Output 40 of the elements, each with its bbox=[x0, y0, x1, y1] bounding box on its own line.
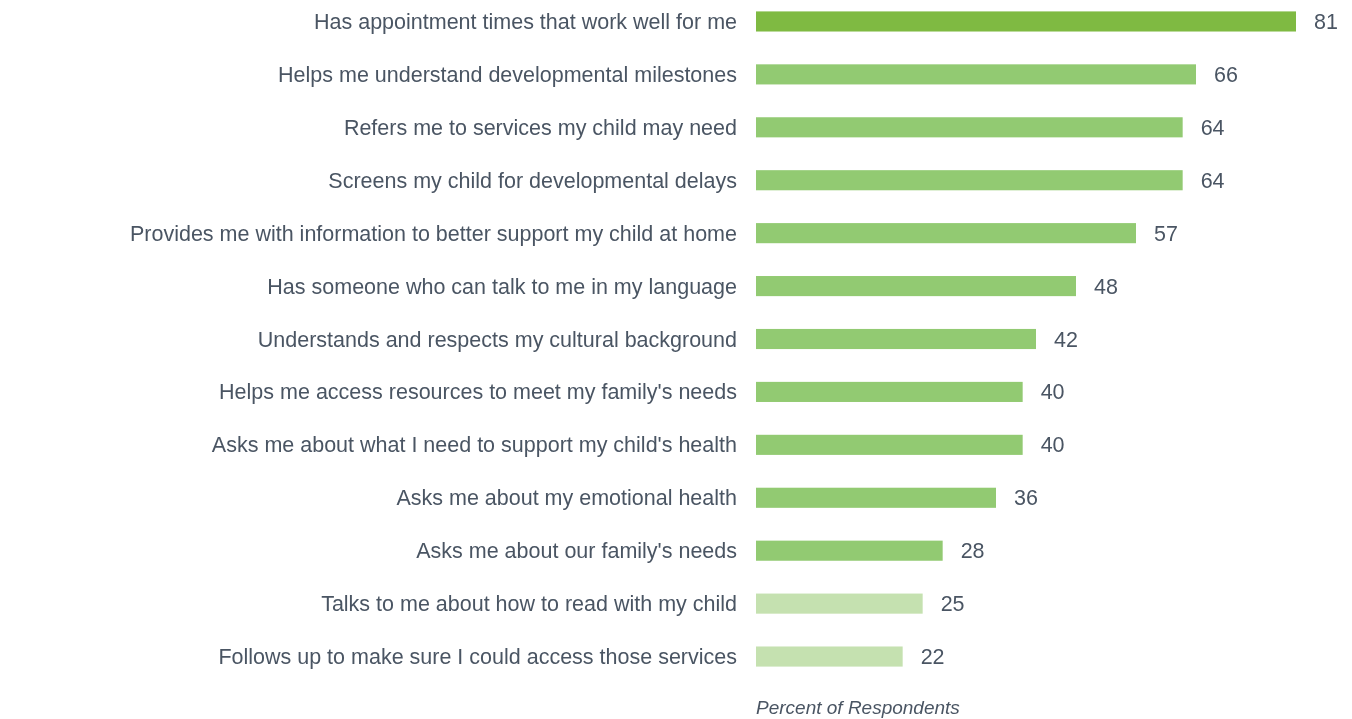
data-label: 22 bbox=[920, 645, 945, 670]
data-label: 36 bbox=[1014, 486, 1038, 511]
y-tick-label: Refers me to services my child may need bbox=[343, 115, 737, 140]
data-label: 48 bbox=[1094, 274, 1118, 299]
y-tick-label: Talks to me about how to read with my child bbox=[321, 592, 737, 617]
y-tick-label: Has appointment times that work well for me bbox=[314, 9, 737, 34]
bar bbox=[756, 381, 1023, 402]
y-tick-label: Provides me with information to better support my child at home bbox=[129, 221, 737, 246]
bar bbox=[756, 170, 1183, 191]
bar bbox=[756, 117, 1183, 138]
y-tick-label: Asks me about our family's needs bbox=[416, 539, 737, 564]
y-tick-label: Helps me understand developmental milestones bbox=[278, 62, 737, 87]
data-label: 57 bbox=[1154, 221, 1178, 246]
y-tick-label: Helps me access resources to meet my family's needs bbox=[219, 380, 737, 405]
data-label: 42 bbox=[1054, 327, 1078, 352]
y-tick-label: Asks me about my emotional health bbox=[396, 486, 737, 511]
y-tick-label: Follows up to make sure I could access those services bbox=[218, 645, 737, 670]
data-label: 28 bbox=[960, 539, 985, 564]
bar bbox=[756, 276, 1076, 297]
y-tick-label: Asks me about what I need to support my child's health bbox=[211, 433, 737, 458]
bar bbox=[756, 593, 923, 614]
bar bbox=[756, 487, 996, 508]
y-tick-label: Understands and respects my cultural background bbox=[257, 327, 737, 352]
data-label: 81 bbox=[1314, 9, 1338, 34]
data-label: 66 bbox=[1214, 62, 1238, 87]
data-label: 64 bbox=[1200, 115, 1225, 140]
bar bbox=[756, 64, 1196, 85]
bar bbox=[756, 223, 1136, 244]
data-label: 40 bbox=[1040, 380, 1065, 405]
data-label: 40 bbox=[1040, 433, 1065, 458]
y-tick-label: Has someone who can talk to me in my language bbox=[267, 274, 737, 299]
x-axis-title: Percent of Respondents bbox=[756, 697, 961, 718]
bar bbox=[756, 540, 943, 561]
bar bbox=[756, 328, 1036, 350]
bar bbox=[756, 646, 903, 667]
data-label: 64 bbox=[1200, 168, 1225, 193]
data-label: 25 bbox=[940, 592, 965, 617]
bar bbox=[756, 11, 1296, 32]
y-tick-label: Screens my child for developmental delays bbox=[328, 168, 737, 193]
bar bbox=[756, 434, 1023, 455]
